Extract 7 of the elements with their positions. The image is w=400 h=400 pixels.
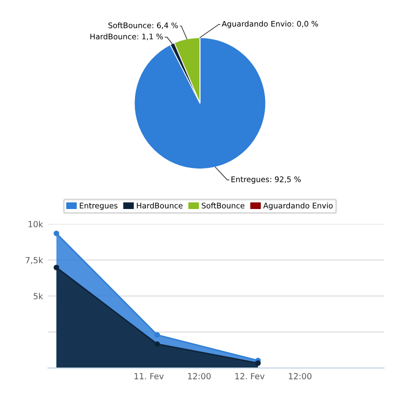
x-tick-label: 12. Fev	[235, 373, 264, 380]
x-tick-label: 12:00	[188, 373, 211, 380]
x-tick-label: 11. Fev	[134, 373, 164, 380]
y-tick-label: 10k	[28, 220, 44, 228]
y-tick-label: 7,5k	[26, 256, 44, 264]
x-tick-label: 12:00	[288, 373, 312, 380]
y-tick-label: 5k	[34, 292, 44, 300]
